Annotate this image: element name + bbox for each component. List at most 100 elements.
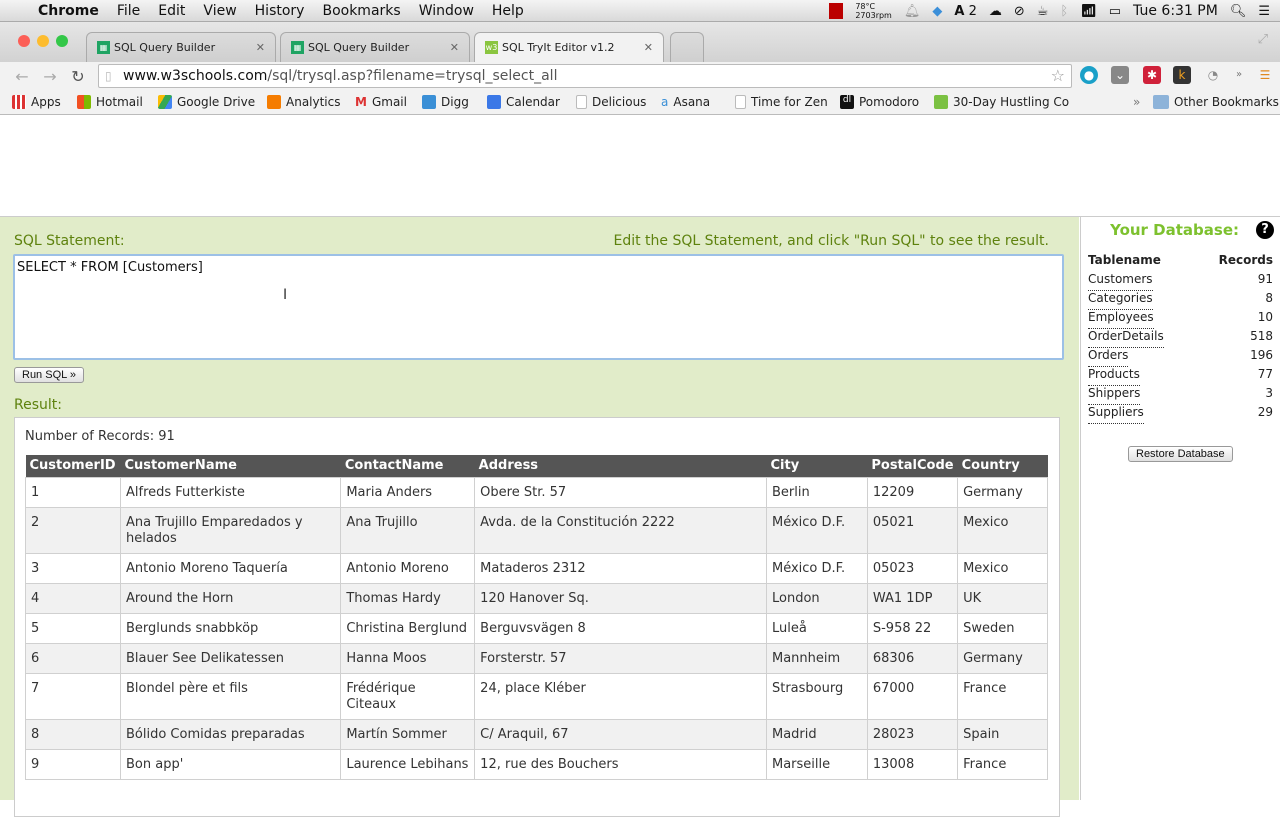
cell-postalcode: 68306 xyxy=(866,642,959,674)
forward-icon[interactable]: → xyxy=(43,66,57,86)
restore-database-button[interactable]: Restore Database xyxy=(1128,446,1233,462)
mac-menu-bar: Chrome File Edit View History Bookmarks … xyxy=(0,0,1280,22)
notification-center-icon[interactable]: ☰ xyxy=(1258,3,1270,19)
back-icon[interactable]: ← xyxy=(15,66,29,86)
clock[interactable]: Tue 6:31 PM xyxy=(1133,3,1218,19)
column-header-customername: CustomerName xyxy=(120,455,341,477)
table-link-customers[interactable]: Customers xyxy=(1088,272,1153,291)
circle-slash-icon[interactable]: ⊘ xyxy=(1013,3,1025,19)
bookmark-30-day-hustling[interactable]: 30-Day Hustling Co xyxy=(934,95,1134,109)
more-bookmarks-icon[interactable]: » xyxy=(1133,95,1141,109)
sql-input[interactable] xyxy=(13,254,1064,360)
tab-title: SQL Query Builder xyxy=(114,41,216,54)
extension-eye-icon[interactable]: ● xyxy=(1080,66,1098,84)
notification-icon[interactable]: 🔔︎ xyxy=(903,3,921,19)
gmail-icon: M xyxy=(355,95,367,109)
close-tab-icon[interactable]: ✕ xyxy=(643,41,653,54)
database-table-row: Categories 8 xyxy=(1088,291,1273,310)
bookmark-google-drive[interactable]: Google Drive xyxy=(158,95,255,109)
menu-app-name[interactable]: Chrome xyxy=(38,2,99,19)
cell-address: 120 Hanover Sq. xyxy=(474,582,767,614)
tab-sql-query-builder-1[interactable]: ▦ SQL Query Builder ✕ xyxy=(86,32,276,62)
cloud-icon[interactable]: ☁ xyxy=(988,3,1002,19)
table-link-categories[interactable]: Categories xyxy=(1088,291,1153,310)
new-tab-button[interactable] xyxy=(670,32,704,62)
record-count-value: 518 xyxy=(1250,329,1273,343)
bookmark-hotmail[interactable]: Hotmail xyxy=(77,95,143,109)
cell-address: Avda. de la Constitución 2222 xyxy=(474,506,767,554)
menu-window[interactable]: Window xyxy=(418,2,474,19)
sql-statement-label: SQL Statement: xyxy=(14,233,125,249)
caffeine-icon[interactable]: ☕︎ xyxy=(1036,3,1049,19)
reload-icon[interactable]: ↻ xyxy=(71,66,85,86)
url-path: /sql/trysql.asp?filename=trysql_select_a… xyxy=(267,68,558,84)
folder-icon xyxy=(1153,95,1169,109)
klout-icon[interactable]: k xyxy=(1173,66,1191,84)
cell-contactname: Hanna Moos xyxy=(340,642,476,674)
calendar-icon xyxy=(487,95,501,109)
spotlight-search-icon[interactable]: 🔍︎ xyxy=(1229,3,1247,19)
bookmark-gmail[interactable]: M Gmail xyxy=(355,95,407,109)
cell-contactname: Frédérique Citeaux xyxy=(340,672,476,720)
database-sidebar: Your Database: ? Tablename Records Custo… xyxy=(1080,217,1280,800)
bookmark-star-icon[interactable]: ☆ xyxy=(1050,66,1065,85)
cell-country: France xyxy=(957,672,1048,720)
records-header: Records xyxy=(1218,253,1273,267)
bookmark-analytics[interactable]: Analytics xyxy=(267,95,341,109)
more-extensions-icon[interactable]: » xyxy=(1235,69,1243,80)
cell-city: Madrid xyxy=(765,718,868,750)
pocket-icon[interactable]: ⌄ xyxy=(1111,66,1129,84)
hustling-icon xyxy=(934,95,948,109)
bookmarks-bar: Apps Hotmail Google Drive Analytics M Gma… xyxy=(0,90,1280,115)
table-row: 3 Antonio Moreno Taquería Antonio Moreno Ma… xyxy=(25,552,1048,584)
cell-postalcode: 12209 xyxy=(866,476,959,508)
menu-help[interactable]: Help xyxy=(491,2,524,19)
temperature-monitor-icon[interactable] xyxy=(829,3,844,19)
address-bar[interactable]: ▯ www.w3schools.com/sql/trysql.asp?filen… xyxy=(98,64,1072,88)
run-sql-button[interactable]: Run SQL » xyxy=(14,367,85,383)
bookmark-calendar[interactable]: Calendar xyxy=(487,95,560,109)
table-link-products[interactable]: Products xyxy=(1088,367,1140,386)
close-tab-icon[interactable]: ✕ xyxy=(449,41,459,54)
minimize-window-button[interactable] xyxy=(37,35,49,47)
other-bookmarks[interactable]: Other Bookmarks xyxy=(1153,95,1279,109)
activity-monitor-icon[interactable]: ▭ xyxy=(1108,3,1122,19)
bluetooth-icon[interactable]: ᛒ xyxy=(1060,3,1069,19)
record-count-value: 29 xyxy=(1257,405,1273,419)
bookmark-pomodoro[interactable]: dl Pomodoro xyxy=(840,95,919,109)
cell-customerid: 4 xyxy=(25,582,121,614)
help-icon[interactable]: ? xyxy=(1256,221,1274,239)
close-tab-icon[interactable]: ✕ xyxy=(255,41,265,54)
cell-contactname: Thomas Hardy xyxy=(340,582,476,614)
wifi-icon[interactable]: 📶︎ xyxy=(1080,3,1097,19)
menu-edit[interactable]: Edit xyxy=(158,2,186,19)
adobe-icon[interactable]: A 2 xyxy=(954,3,977,19)
menu-history[interactable]: History xyxy=(254,2,305,19)
tab-sql-query-builder-2[interactable]: ▦ SQL Query Builder ✕ xyxy=(280,32,470,62)
bookmark-asana[interactable]: a Asana xyxy=(661,95,710,109)
bookmark-delicious[interactable]: Delicious xyxy=(576,95,646,109)
clock-extension-icon[interactable]: ◔ xyxy=(1207,68,1219,82)
menu-bookmarks[interactable]: Bookmarks xyxy=(322,2,401,19)
chrome-menu-icon[interactable]: ☰ xyxy=(1259,68,1271,82)
table-link-suppliers[interactable]: Suppliers xyxy=(1088,405,1144,424)
bookmark-digg[interactable]: Digg xyxy=(422,95,469,109)
zoom-window-button[interactable] xyxy=(56,35,68,47)
table-link-orders[interactable]: Orders xyxy=(1088,348,1129,367)
table-link-employees[interactable]: Employees xyxy=(1088,310,1154,329)
cell-customerid: 3 xyxy=(25,552,121,584)
dropbox-icon[interactable]: ◆ xyxy=(932,3,943,19)
menu-file[interactable]: File xyxy=(116,2,141,19)
table-link-orderdetails[interactable]: OrderDetails xyxy=(1088,329,1164,348)
bookmark-label: Time for Zen xyxy=(751,95,828,109)
google-drive-icon xyxy=(158,95,172,109)
bookmark-apps[interactable]: Apps xyxy=(12,95,61,109)
tab-sql-tryit-editor[interactable]: w3 SQL TryIt Editor v1.2 ✕ xyxy=(474,32,664,62)
bookmark-time-for-zen[interactable]: Time for Zen xyxy=(735,95,828,109)
close-window-button[interactable] xyxy=(18,35,30,47)
fullscreen-icon[interactable]: ⤢ xyxy=(1257,32,1268,47)
lastpass-icon[interactable]: ✱ xyxy=(1143,66,1161,84)
menu-view[interactable]: View xyxy=(203,2,237,19)
table-link-shippers[interactable]: Shippers xyxy=(1088,386,1141,405)
record-count: Number of Records: 91 xyxy=(25,429,175,444)
